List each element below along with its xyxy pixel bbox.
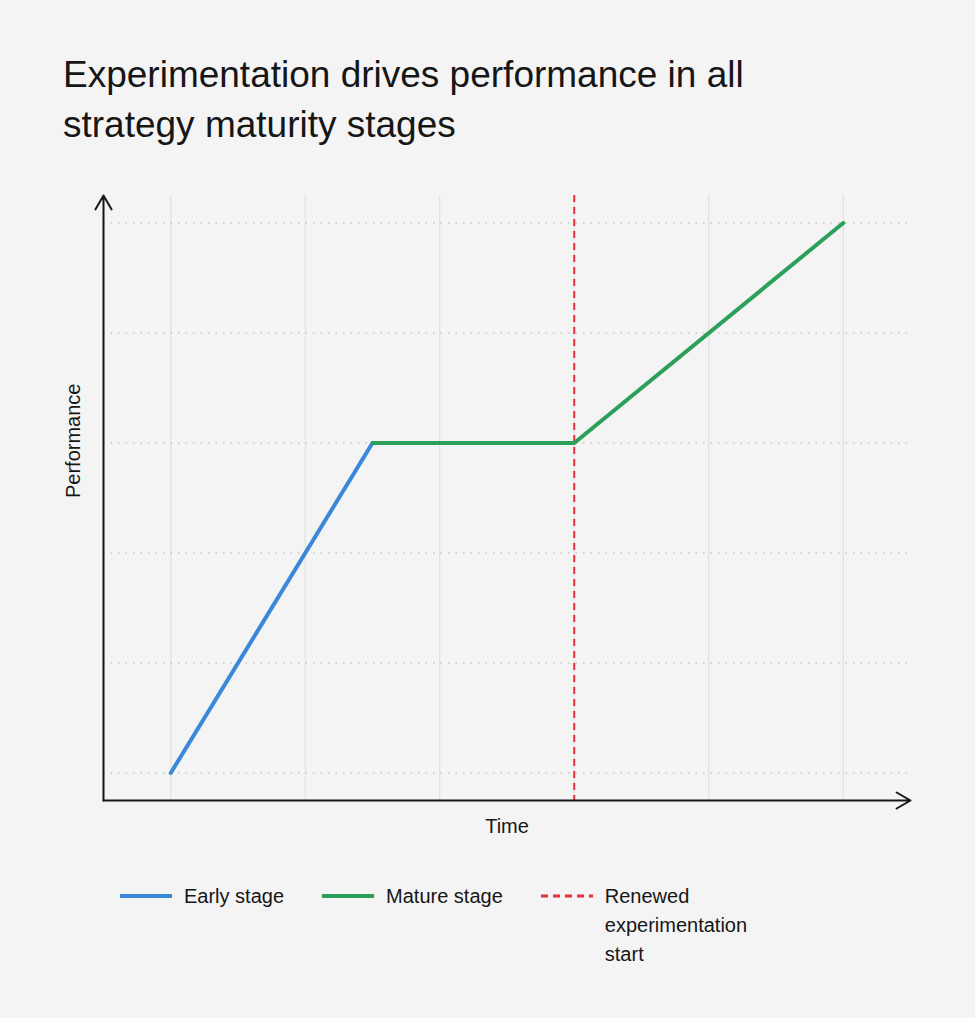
html-text:Mature stage: Mature stage (386, 885, 503, 907)
svg-text:Performance: Performance (62, 384, 84, 499)
html-text:Experimentation drives perform: Experimentation drives performance in al… (63, 54, 744, 145)
html-text:Renewed experimentation start: Renewed experimentation start (604, 885, 748, 965)
svg-text:Time: Time (485, 815, 529, 837)
html-text:Early stage: Early stage (184, 885, 285, 907)
